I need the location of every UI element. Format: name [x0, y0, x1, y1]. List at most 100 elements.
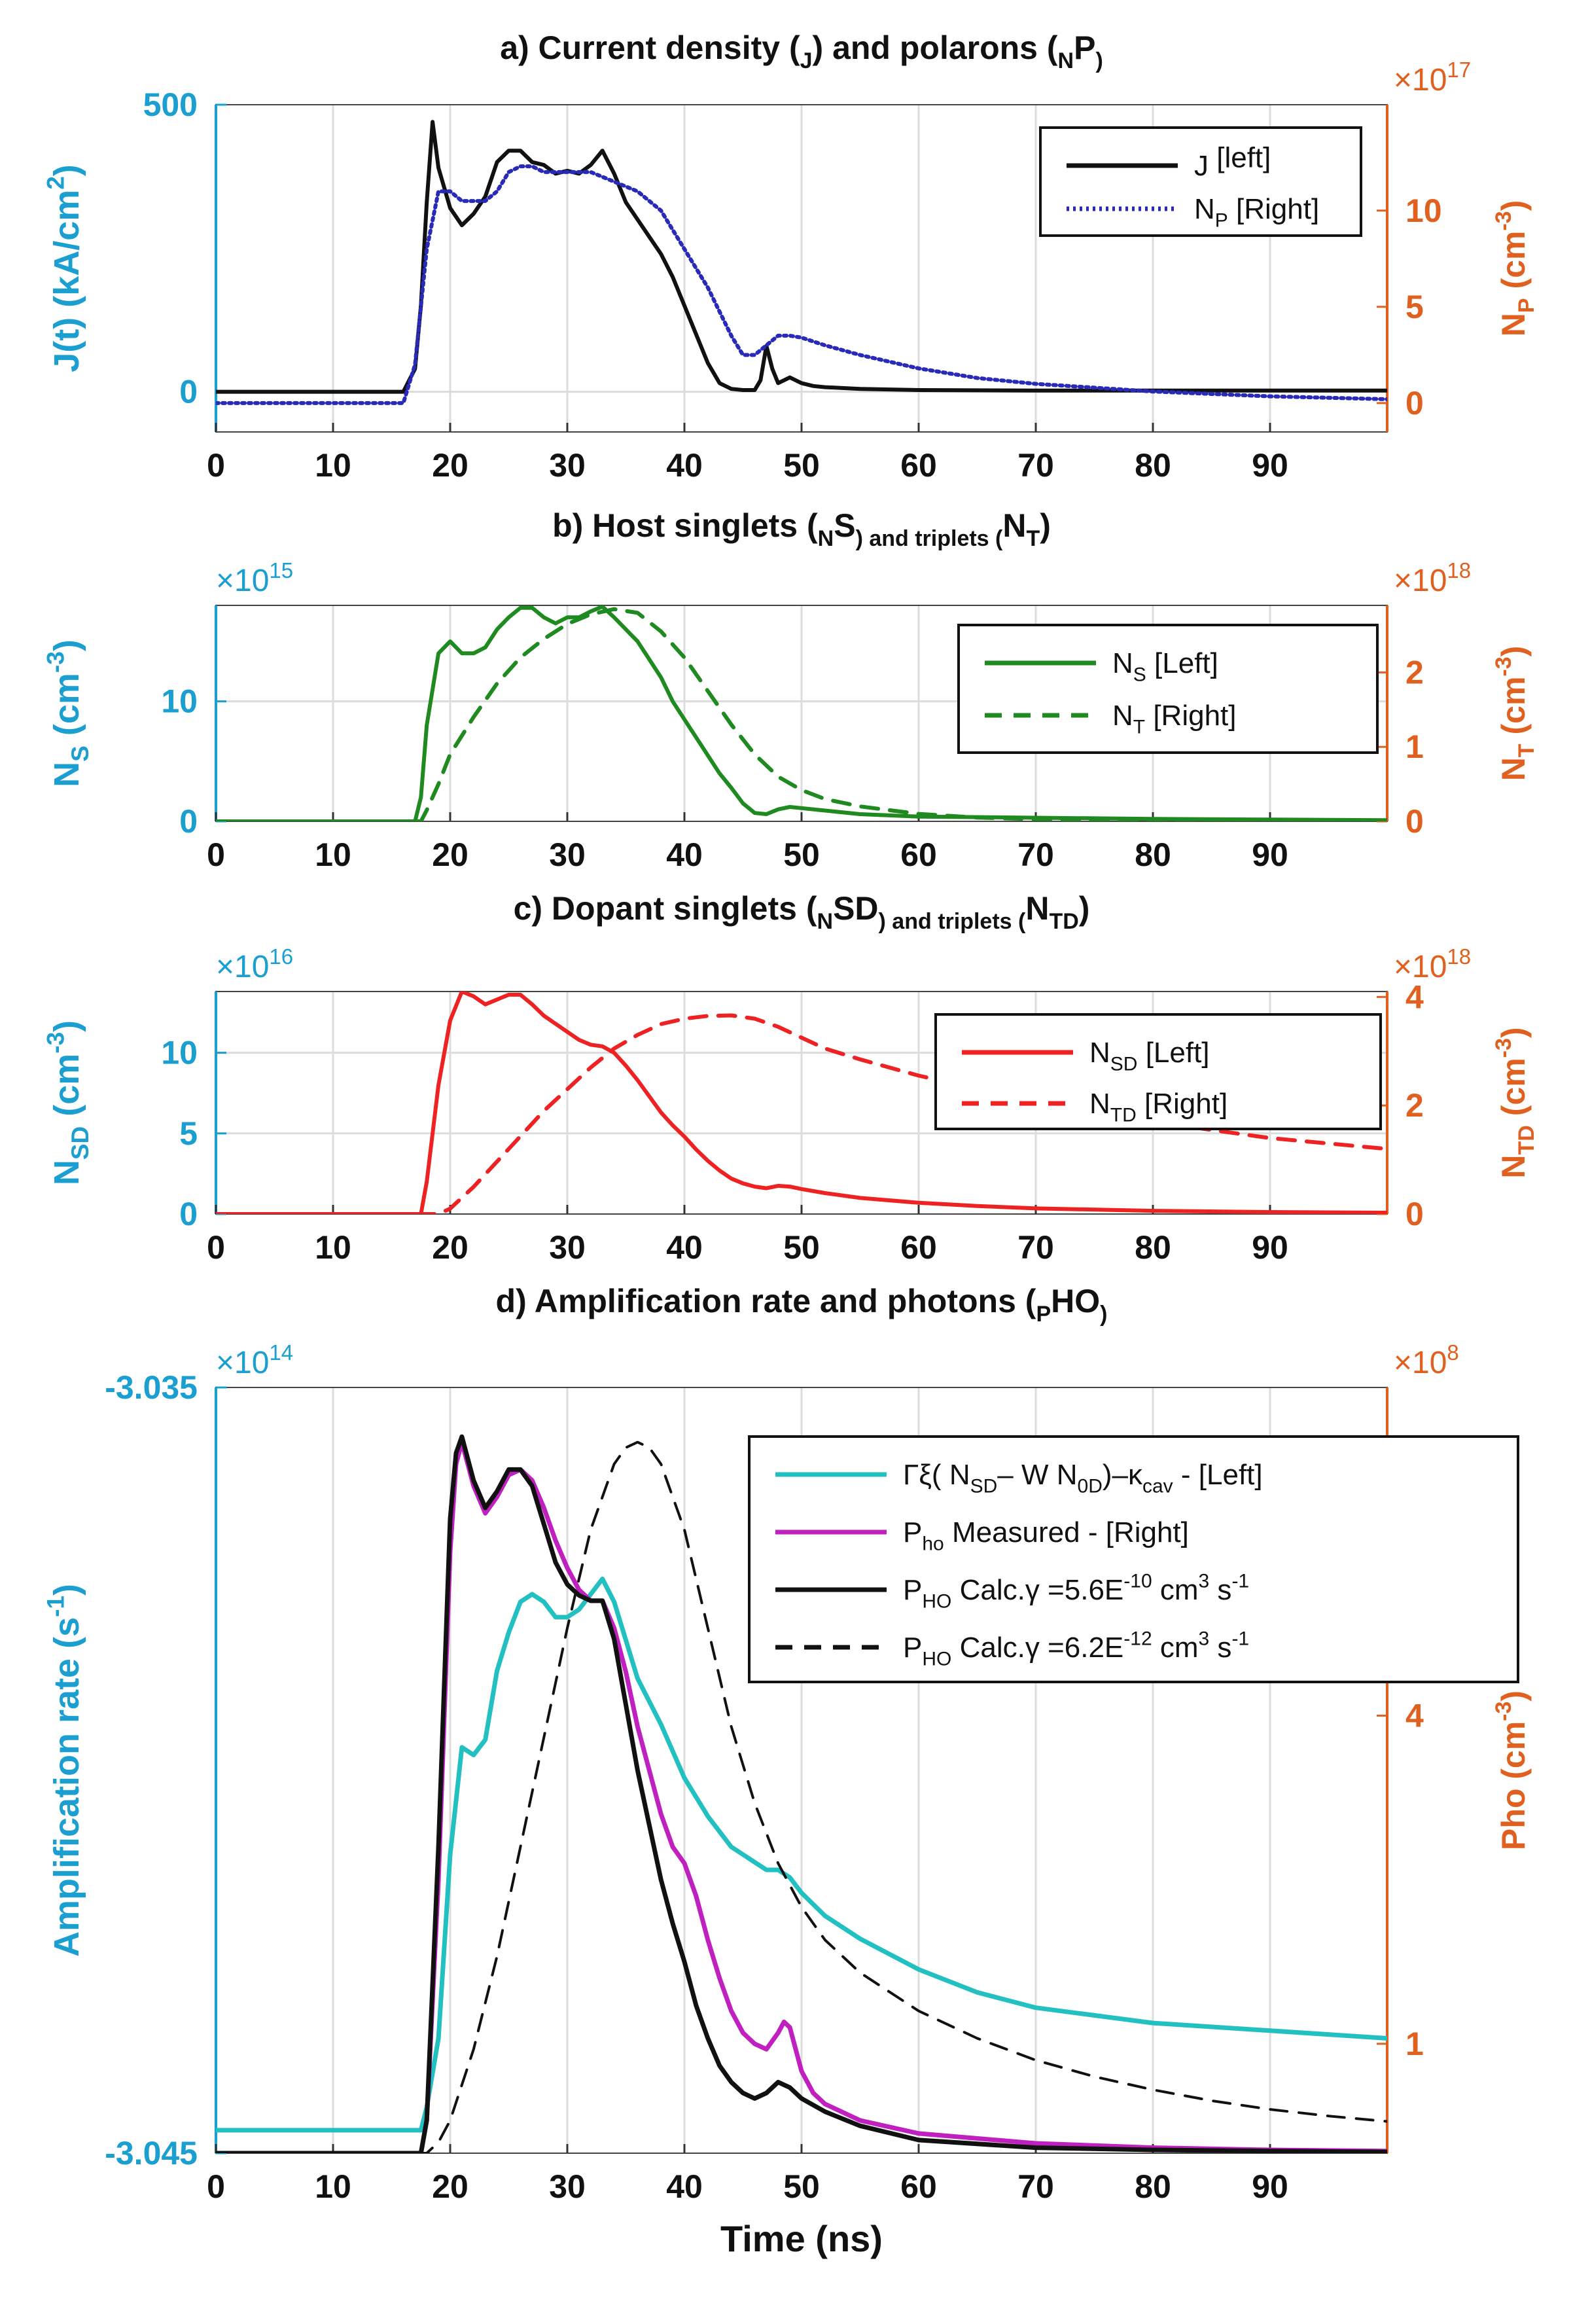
series-line — [216, 992, 1387, 1214]
x-tick-label: 50 — [783, 447, 820, 484]
text-part: (cm — [1495, 1058, 1532, 1125]
y-left-axis-label: J(t) (kA/cm2) — [42, 164, 86, 372]
x-tick-label: 0 — [207, 1229, 225, 1266]
text-part: S — [67, 745, 94, 762]
text-part: -3 — [42, 651, 69, 673]
panel-title: a) Current density (J) and polarons (NP) — [500, 29, 1103, 73]
text-part: N — [1002, 507, 1026, 544]
panel-d: d) Amplification rate and photons (PHO)0… — [42, 1283, 1532, 2259]
x-tick-label: 80 — [1135, 836, 1171, 873]
text-part: S — [834, 507, 855, 544]
text-part: ) — [47, 639, 86, 651]
text-part: ho — [922, 1533, 944, 1554]
text-part: TD — [1049, 909, 1078, 934]
text-part: N — [1089, 1037, 1110, 1069]
text-part: [left] — [1209, 142, 1271, 174]
x-tick-label: 20 — [432, 836, 468, 873]
text-part: - [Left] — [1173, 1459, 1263, 1491]
x-tick-label: 80 — [1135, 2168, 1171, 2205]
x-tick-label: 30 — [549, 1229, 586, 1266]
text-part: SD — [1110, 1053, 1138, 1075]
text-part: ) — [1100, 1302, 1107, 1327]
text-part: TD — [1110, 1104, 1137, 1126]
text-part: 3 — [1199, 1628, 1210, 1650]
text-part: [Left] — [1137, 1037, 1209, 1069]
text-part: ) — [1495, 1027, 1532, 1038]
text-part: ) — [47, 1584, 86, 1596]
x-tick-label: 70 — [1017, 2168, 1054, 2205]
text-part: )–κ — [1103, 1459, 1143, 1491]
text-part: 0D — [1078, 1475, 1103, 1497]
text-part: N — [1194, 193, 1215, 225]
text-part: SD — [67, 1126, 94, 1160]
y-right-axis-label: NP (cm-3) — [1491, 200, 1539, 337]
text-part: -3 — [1491, 656, 1516, 676]
series-line — [216, 605, 1387, 821]
text-part: ) — [1495, 646, 1532, 657]
text-part: P — [903, 1574, 922, 1606]
text-part: ) and triplets ( — [879, 909, 1026, 934]
text-part: P — [1215, 209, 1228, 231]
text-part: 8 — [1447, 1340, 1458, 1365]
text-part: -12 — [1123, 1628, 1152, 1650]
text-part: ) and polarons ( — [813, 29, 1058, 66]
text-part: -1 — [42, 1596, 69, 1617]
x-tick-label: 10 — [315, 836, 351, 873]
y-left-tick-label: 500 — [143, 86, 198, 123]
text-part: ) — [1495, 1690, 1532, 1702]
text-part: (cm — [1495, 231, 1532, 298]
text-part: [Left] — [1146, 647, 1218, 679]
x-tick-label: 40 — [666, 836, 703, 873]
y-right-tick-label: 1 — [1405, 2026, 1424, 2062]
text-part: N — [1025, 890, 1049, 927]
x-tick-label: 20 — [432, 2168, 468, 2205]
x-tick-label: 10 — [315, 447, 351, 484]
y-left-axis-label: Amplification rate (s-1) — [42, 1584, 86, 1957]
text-part: P — [1036, 1302, 1051, 1327]
x-tick-label: 60 — [900, 1229, 937, 1266]
text-part: P — [1074, 29, 1095, 66]
x-tick-label: 50 — [783, 1229, 820, 1266]
panel-a: a) Current density (J) and polarons (NP)… — [42, 29, 1539, 484]
text-part: ) — [1495, 200, 1532, 211]
text-part: a) Current density ( — [500, 29, 800, 66]
y-left-tick-label: 0 — [179, 803, 198, 840]
y-left-tick-label: -3.045 — [105, 2135, 198, 2172]
text-part: d) Amplification rate and photons ( — [496, 1283, 1036, 1319]
legend-label: PHO Calc.γ =5.6E-10 cm3 s-1 — [903, 1571, 1249, 1613]
text-part: ) — [1079, 890, 1090, 927]
x-tick-label: 50 — [783, 836, 820, 873]
text-part: HO — [922, 1648, 951, 1670]
y-left-tick-label: 10 — [161, 1035, 198, 1071]
text-part: -3 — [1491, 1038, 1516, 1058]
text-part: s — [1209, 1574, 1231, 1606]
x-tick-label: 60 — [900, 2168, 937, 2205]
text-part: cm — [1152, 1574, 1199, 1606]
text-part: TD — [1514, 1125, 1539, 1154]
x-tick-label: 90 — [1252, 2168, 1288, 2205]
text-part: 17 — [1447, 58, 1471, 82]
right-exponent-label: ×1018 — [1394, 944, 1471, 984]
x-tick-label: 0 — [207, 2168, 225, 2205]
text-part: 3 — [1199, 1571, 1210, 1592]
text-part: – W N — [997, 1459, 1077, 1491]
x-tick-label: 20 — [432, 447, 468, 484]
text-part: J — [800, 48, 813, 73]
text-part: -3 — [1491, 1702, 1516, 1721]
x-tick-label: 90 — [1252, 1229, 1288, 1266]
text-part: [Right] — [1137, 1088, 1228, 1120]
text-part: J(t) (kA/cm — [47, 190, 86, 372]
text-part: Amplification rate (s — [47, 1617, 86, 1957]
y-right-tick-label: 1 — [1405, 728, 1424, 765]
x-tick-label: 0 — [207, 447, 225, 484]
x-tick-label: 10 — [315, 1229, 351, 1266]
x-tick-label: 90 — [1252, 447, 1288, 484]
legend-label: NSD [Left] — [1089, 1037, 1210, 1075]
y-right-tick-label: 2 — [1405, 654, 1424, 690]
series-line — [216, 1577, 1387, 2133]
text-part: N — [1495, 1154, 1532, 1178]
x-tick-label: 30 — [549, 836, 586, 873]
text-part: Γξ( N — [903, 1459, 970, 1491]
x-tick-label: 60 — [900, 447, 937, 484]
legend-label: Γξ( NSD– W N0D)–κcav - [Left] — [903, 1459, 1263, 1497]
